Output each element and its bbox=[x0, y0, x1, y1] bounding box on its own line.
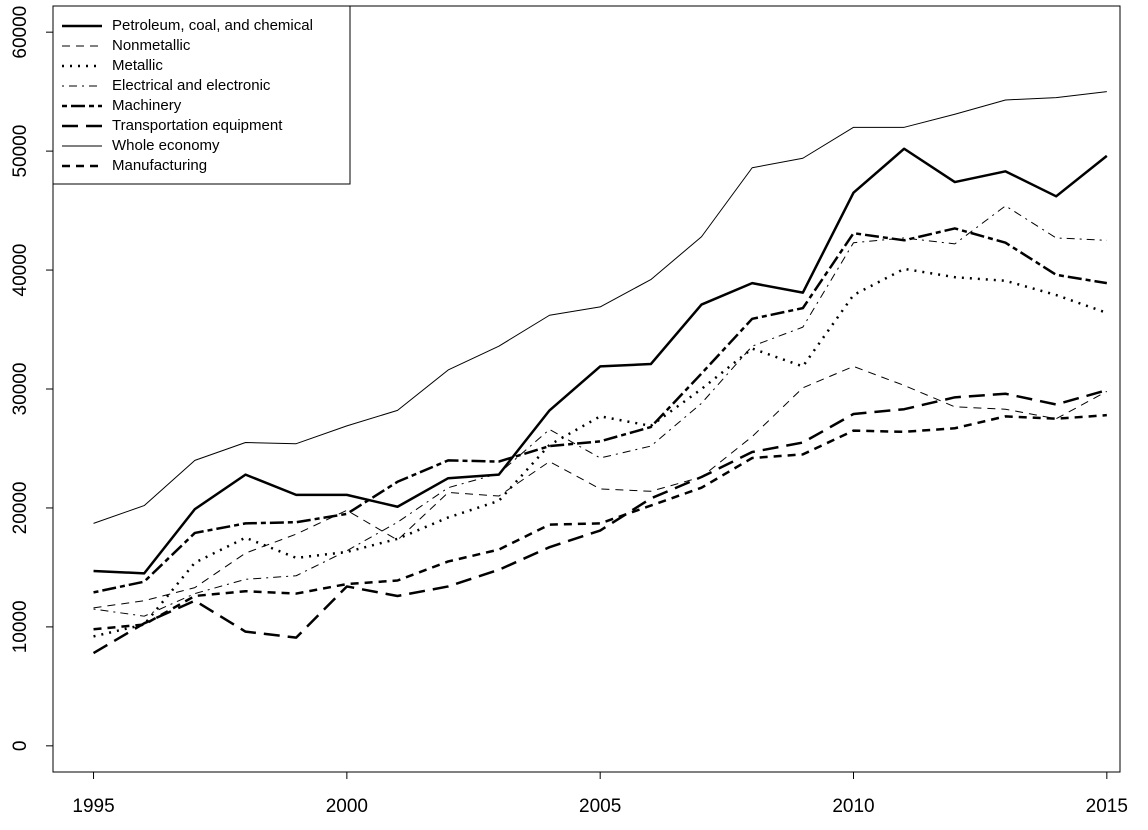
x-tick-label: 1995 bbox=[72, 796, 114, 817]
series-line bbox=[93, 413, 1107, 631]
legend-label: Transportation equipment bbox=[112, 117, 283, 134]
y-tick-label: 0 bbox=[10, 741, 31, 752]
y-tick-label: 50000 bbox=[10, 125, 31, 178]
series-line bbox=[93, 267, 1108, 638]
legend-label: Metallic bbox=[112, 57, 163, 74]
legend-label: Machinery bbox=[112, 97, 182, 114]
legend: Petroleum, coal, and chemical Nonmetallic… bbox=[52, 5, 351, 185]
series-line bbox=[93, 91, 1107, 524]
x-tick-label: 2000 bbox=[326, 796, 368, 817]
series-line bbox=[92, 388, 1108, 655]
series-line bbox=[93, 227, 1108, 594]
x-tick-label: 2010 bbox=[832, 796, 874, 817]
legend-label: Manufacturing bbox=[112, 157, 207, 174]
legend-box bbox=[52, 5, 351, 185]
legend-label: Electrical and electronic bbox=[112, 77, 271, 94]
y-tick-label: 30000 bbox=[10, 363, 31, 416]
series-line bbox=[93, 365, 1108, 609]
y-tick-label: 60000 bbox=[10, 6, 31, 59]
y-tick-label: 10000 bbox=[10, 600, 31, 653]
y-tick-label: 40000 bbox=[10, 244, 31, 297]
series-line bbox=[93, 205, 1107, 617]
legend-label: Whole economy bbox=[112, 137, 220, 154]
x-tick-label: 2015 bbox=[1086, 796, 1128, 817]
x-tick-label: 2005 bbox=[579, 796, 621, 817]
legend-label: Petroleum, coal, and chemical bbox=[112, 17, 313, 34]
legend-label: Nonmetallic bbox=[112, 37, 191, 54]
y-tick-label: 20000 bbox=[10, 482, 31, 535]
series-line bbox=[93, 147, 1108, 575]
